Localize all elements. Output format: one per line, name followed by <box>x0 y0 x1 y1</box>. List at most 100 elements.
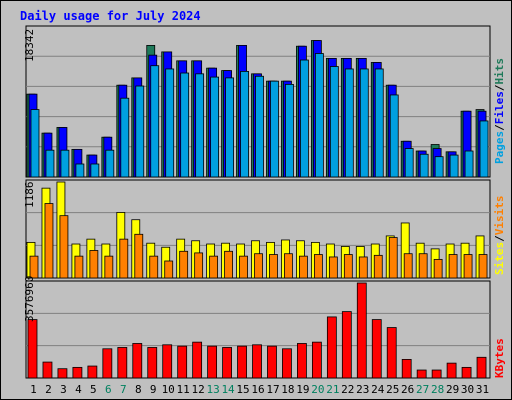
legend-sep-1: / <box>493 124 506 131</box>
legend-kbytes: KBytes <box>493 338 506 378</box>
bottom-bar-kbytes-8 <box>132 343 143 379</box>
x-tick-label-1: 1 <box>30 383 37 396</box>
bottom-bar-kbytes-26 <box>401 359 412 379</box>
bottom-bar-kbytes-27 <box>416 369 427 379</box>
top-bar-pages-30 <box>464 150 474 178</box>
bottom-bar-kbytes-28 <box>431 369 442 379</box>
x-tick-label-5: 5 <box>90 383 97 396</box>
x-tick-label-4: 4 <box>75 383 82 396</box>
x-tick-label-10: 10 <box>162 383 175 396</box>
bottom-bar-kbytes-9 <box>147 347 158 379</box>
bottom-bar-kbytes-21 <box>326 316 337 379</box>
mid-bar-visits-14 <box>224 250 233 279</box>
x-tick-label-3: 3 <box>60 383 67 396</box>
mid-bar-visits-20 <box>313 254 323 279</box>
bottom-bar-kbytes-3 <box>57 368 68 379</box>
x-tick-label-22: 22 <box>341 383 354 396</box>
top-bar-pages-21 <box>329 66 339 178</box>
x-tick-label-17: 17 <box>266 383 279 396</box>
legend-sites: Sites <box>493 242 506 275</box>
mid-bar-visits-18 <box>284 253 293 279</box>
bottom-bar-kbytes-12 <box>192 341 203 379</box>
mid-bar-visits-2 <box>44 203 54 279</box>
mid-bar-visits-15 <box>239 255 248 279</box>
top-bar-pages-14 <box>225 77 234 178</box>
mid-bar-visits-11 <box>179 250 189 279</box>
top-bar-pages-22 <box>344 68 354 178</box>
bottom-bar-kbytes-5 <box>87 365 98 379</box>
x-tick-label-8: 8 <box>135 383 142 396</box>
mid-bar-visits-30 <box>463 254 473 279</box>
bottom-bar-kbytes-14 <box>222 347 232 379</box>
top-bar-pages-7 <box>120 97 130 178</box>
mid-bar-visits-24 <box>373 254 383 279</box>
mid-bar-visits-9 <box>149 255 159 279</box>
x-tick-label-6: 6 <box>105 383 112 396</box>
top-bar-pages-11 <box>180 72 190 178</box>
top-bar-pages-3 <box>60 149 70 178</box>
x-tick-label-27: 27 <box>416 383 429 396</box>
legend-files: Files <box>493 91 506 124</box>
y-max-label-top: 18342 <box>23 29 36 62</box>
top-bar-pages-8 <box>135 85 145 178</box>
bottom-bar-kbytes-29 <box>446 362 457 379</box>
bottom-bar-kbytes-19 <box>297 343 307 379</box>
top-bar-pages-17 <box>270 80 279 178</box>
panel-kbytes <box>25 280 491 379</box>
bottom-bar-kbytes-6 <box>102 348 113 379</box>
x-tick-label-26: 26 <box>401 383 414 396</box>
x-tick-label-25: 25 <box>386 383 399 396</box>
mid-bar-visits-17 <box>269 254 278 279</box>
bottom-bar-kbytes-1 <box>27 319 38 379</box>
top-bar-pages-24 <box>374 68 384 178</box>
top-bar-pages-5 <box>90 163 100 178</box>
x-tick-label-13: 13 <box>206 383 219 396</box>
x-axis-day-labels: 1 2 3 4 5 6 7 8 9 10 11 12 13 14 15 16 17 18 19 20 21 22 23 24 2… <box>30 383 489 396</box>
bottom-bar-kbytes-24 <box>371 319 382 379</box>
top-bar-pages-19 <box>300 59 309 178</box>
top-bar-pages-29 <box>449 154 459 178</box>
bottom-bar-kbytes-15 <box>237 345 247 379</box>
top-bar-pages-6 <box>105 149 115 178</box>
mid-bar-visits-25 <box>388 237 398 279</box>
legend-mid: Sites/Visits <box>493 196 506 276</box>
svg-text:Pages/Files/Hits: Pages/Files/Hits <box>493 58 506 164</box>
mid-bar-visits-23 <box>358 256 368 279</box>
y-max-label-bottom: 3576960 <box>23 276 36 322</box>
mid-bar-visits-26 <box>403 253 413 279</box>
mid-bar-visits-5 <box>89 250 99 279</box>
bottom-bar-kbytes-20 <box>311 341 322 379</box>
x-tick-label-31: 31 <box>476 383 489 396</box>
legend-sep-3: / <box>493 235 506 242</box>
x-tick-label-23: 23 <box>356 383 369 396</box>
bottom-bar-kbytes-16 <box>252 344 262 379</box>
x-tick-label-30: 30 <box>461 383 474 396</box>
bottom-bar-kbytes-31 <box>476 356 487 379</box>
top-bar-pages-4 <box>75 163 85 178</box>
top-bar-pages-16 <box>255 75 264 178</box>
legend-sep-2: / <box>493 84 506 91</box>
mid-bar-visits-22 <box>343 254 353 279</box>
top-bar-pages-9 <box>150 65 160 178</box>
y-max-label-mid: 1186 <box>23 182 36 209</box>
top-bar-pages-1 <box>30 109 40 178</box>
x-tick-label-18: 18 <box>281 383 294 396</box>
bottom-bar-kbytes-7 <box>117 347 128 379</box>
x-tick-label-16: 16 <box>251 383 264 396</box>
legend-pages: Pages <box>493 131 506 164</box>
bottom-bar-kbytes-23 <box>356 282 367 379</box>
svg-text:KBytes: KBytes <box>493 338 506 378</box>
mid-bar-visits-1 <box>29 255 39 279</box>
bottom-bar-kbytes-2 <box>42 361 53 379</box>
top-bar-pages-31 <box>479 120 489 178</box>
mid-bar-visits-10 <box>164 260 174 279</box>
bottom-bar-kbytes-30 <box>461 366 472 379</box>
x-tick-label-7: 7 <box>120 383 127 396</box>
top-bar-pages-27 <box>419 153 429 178</box>
x-tick-label-12: 12 <box>192 383 205 396</box>
top-bar-pages-20 <box>314 53 324 178</box>
bottom-bar-kbytes-18 <box>282 348 292 379</box>
top-bar-pages-18 <box>285 83 294 178</box>
x-tick-label-19: 19 <box>296 383 309 396</box>
